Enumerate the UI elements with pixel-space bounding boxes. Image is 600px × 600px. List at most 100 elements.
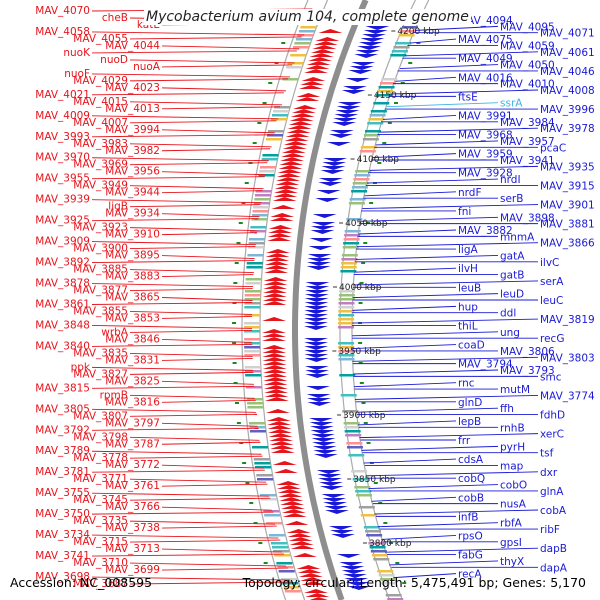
feature-bin xyxy=(247,254,264,257)
right-leader-line xyxy=(372,153,457,159)
reverse-gene-arrow xyxy=(321,166,346,170)
right-gene-label: thyX xyxy=(500,556,524,568)
feature-bin xyxy=(287,62,304,65)
feature-bin xyxy=(267,130,284,133)
right-gene-label: nrdF xyxy=(458,187,482,199)
reverse-gene-arrow xyxy=(311,438,336,442)
right-gene-label: MAV_3898 xyxy=(500,212,555,224)
feature-bin xyxy=(246,266,263,269)
left-leader-line xyxy=(161,232,257,236)
left-gene-label: MAV_3993 xyxy=(35,131,90,143)
feature-bin xyxy=(255,190,272,193)
feature-bin xyxy=(351,470,368,473)
feature-bin xyxy=(345,434,362,437)
forward-gene-arrow xyxy=(276,177,301,181)
left-leader-line xyxy=(161,464,264,469)
feature-bin xyxy=(340,270,357,273)
feature-bin xyxy=(387,598,404,600)
left-leader-line xyxy=(129,59,295,64)
feature-bin xyxy=(338,326,355,329)
reverse-gene-arrow xyxy=(304,350,329,354)
green-tick xyxy=(232,342,237,344)
forward-gene-arrow xyxy=(262,349,287,353)
reverse-gene-arrow xyxy=(309,426,334,430)
right-gene-label: MAV_3957 xyxy=(500,136,555,148)
left-leader-line xyxy=(91,115,279,120)
reverse-gene-arrow xyxy=(304,322,329,326)
left-gene-label: MAV_3853 xyxy=(105,312,160,324)
green-tick xyxy=(408,62,413,64)
feature-bin xyxy=(356,494,373,497)
forward-gene-arrow xyxy=(262,361,287,365)
feature-bin xyxy=(352,182,369,185)
left-leader-line xyxy=(161,255,255,260)
left-gene-label: MAV_3883 xyxy=(105,271,160,283)
right-gene-label: cobA xyxy=(540,505,567,517)
feature-bin xyxy=(342,246,359,249)
forward-gene-arrow xyxy=(292,553,317,557)
left-gene-label: MAV_3878 xyxy=(35,278,90,290)
feature-bin xyxy=(352,478,369,481)
feature-bin xyxy=(246,262,263,265)
reverse-gene-arrow xyxy=(342,86,367,90)
feature-bin xyxy=(249,430,266,433)
reverse-gene-arrow xyxy=(321,494,346,498)
left-gene-label: MAV_4058 xyxy=(35,26,90,38)
right-gene-label: MAV_3935 xyxy=(540,161,595,173)
feature-bin xyxy=(244,298,261,301)
right-gene-label: lepB xyxy=(458,416,481,428)
right-leader-line xyxy=(390,89,539,95)
forward-gene-arrow xyxy=(280,505,305,509)
reverse-gene-arrow xyxy=(305,370,330,374)
right-leader-line xyxy=(375,140,499,146)
right-gene-label: serB xyxy=(500,193,523,205)
forward-gene-arrow xyxy=(313,41,338,45)
left-leader-line xyxy=(161,274,254,277)
left-leader-line xyxy=(129,478,267,483)
feature-bin xyxy=(244,294,261,297)
right-gene-label: MAV_3959 xyxy=(458,149,513,161)
reverse-gene-arrow xyxy=(304,318,329,322)
forward-gene-arrow xyxy=(269,441,294,445)
left-leader-line xyxy=(91,427,259,431)
green-tick xyxy=(378,502,383,504)
green-tick xyxy=(387,122,392,124)
forward-gene-arrow xyxy=(295,97,320,101)
green-tick xyxy=(361,402,366,404)
reverse-gene-arrow xyxy=(304,326,329,330)
right-leader-line xyxy=(415,25,499,31)
feature-bin xyxy=(256,474,273,477)
left-leader-line xyxy=(91,534,279,539)
reverse-gene-arrow xyxy=(331,534,356,538)
feature-bin xyxy=(281,578,298,581)
feature-bin xyxy=(294,42,311,45)
right-gene-label: MAV_4094 xyxy=(458,15,513,27)
left-gene-label: MAV_3892 xyxy=(35,257,90,269)
left-leader-line xyxy=(91,553,285,557)
feature-bin xyxy=(270,118,287,121)
feature-bin xyxy=(338,302,355,305)
feature-bin xyxy=(249,426,266,429)
left-gene-label: MAV_3944 xyxy=(105,187,160,199)
right-gene-label: MAV_3984 xyxy=(500,117,555,129)
left-gene-label: nuoF xyxy=(64,68,90,80)
feature-bin xyxy=(379,82,396,85)
right-gene-label: ddl xyxy=(500,308,516,320)
right-gene-label: MAV_3978 xyxy=(540,123,595,135)
left-leader-line xyxy=(91,325,253,329)
feature-bin xyxy=(341,258,358,261)
reverse-gene-arrow xyxy=(349,66,374,70)
reverse-gene-arrow xyxy=(335,110,360,114)
forward-gene-arrow xyxy=(285,133,310,137)
left-leader-line xyxy=(129,204,261,208)
right-gene-label: leuD xyxy=(500,289,524,301)
left-gene-label: MAV_3970 xyxy=(35,152,90,164)
reverse-gene-arrow xyxy=(365,26,390,30)
reverse-gene-arrow xyxy=(334,114,359,118)
forward-gene-arrow xyxy=(318,29,343,33)
reverse-gene-arrow xyxy=(329,130,354,134)
feature-bin xyxy=(248,242,265,245)
left-gene-label: MAV_3895 xyxy=(105,250,160,262)
forward-gene-arrow xyxy=(306,61,331,65)
forward-gene-arrow xyxy=(279,497,304,501)
